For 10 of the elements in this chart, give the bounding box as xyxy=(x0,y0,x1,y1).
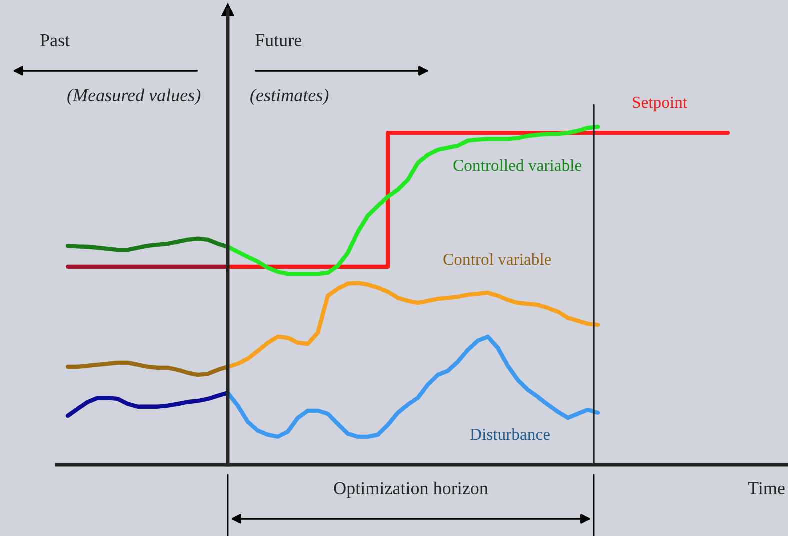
series-label: Disturbance xyxy=(470,428,550,440)
series-label: Controlled variable xyxy=(454,159,582,172)
series-label: Control variable xyxy=(444,253,552,266)
text: Future xyxy=(256,34,302,47)
text: (Measured values) xyxy=(68,88,201,106)
x-axis-title: Time xyxy=(748,482,785,495)
series-label: Setpoint xyxy=(633,96,688,112)
text: Past xyxy=(40,34,70,47)
text: Optimization horizon xyxy=(334,482,488,498)
text: (estimates) xyxy=(250,88,329,106)
